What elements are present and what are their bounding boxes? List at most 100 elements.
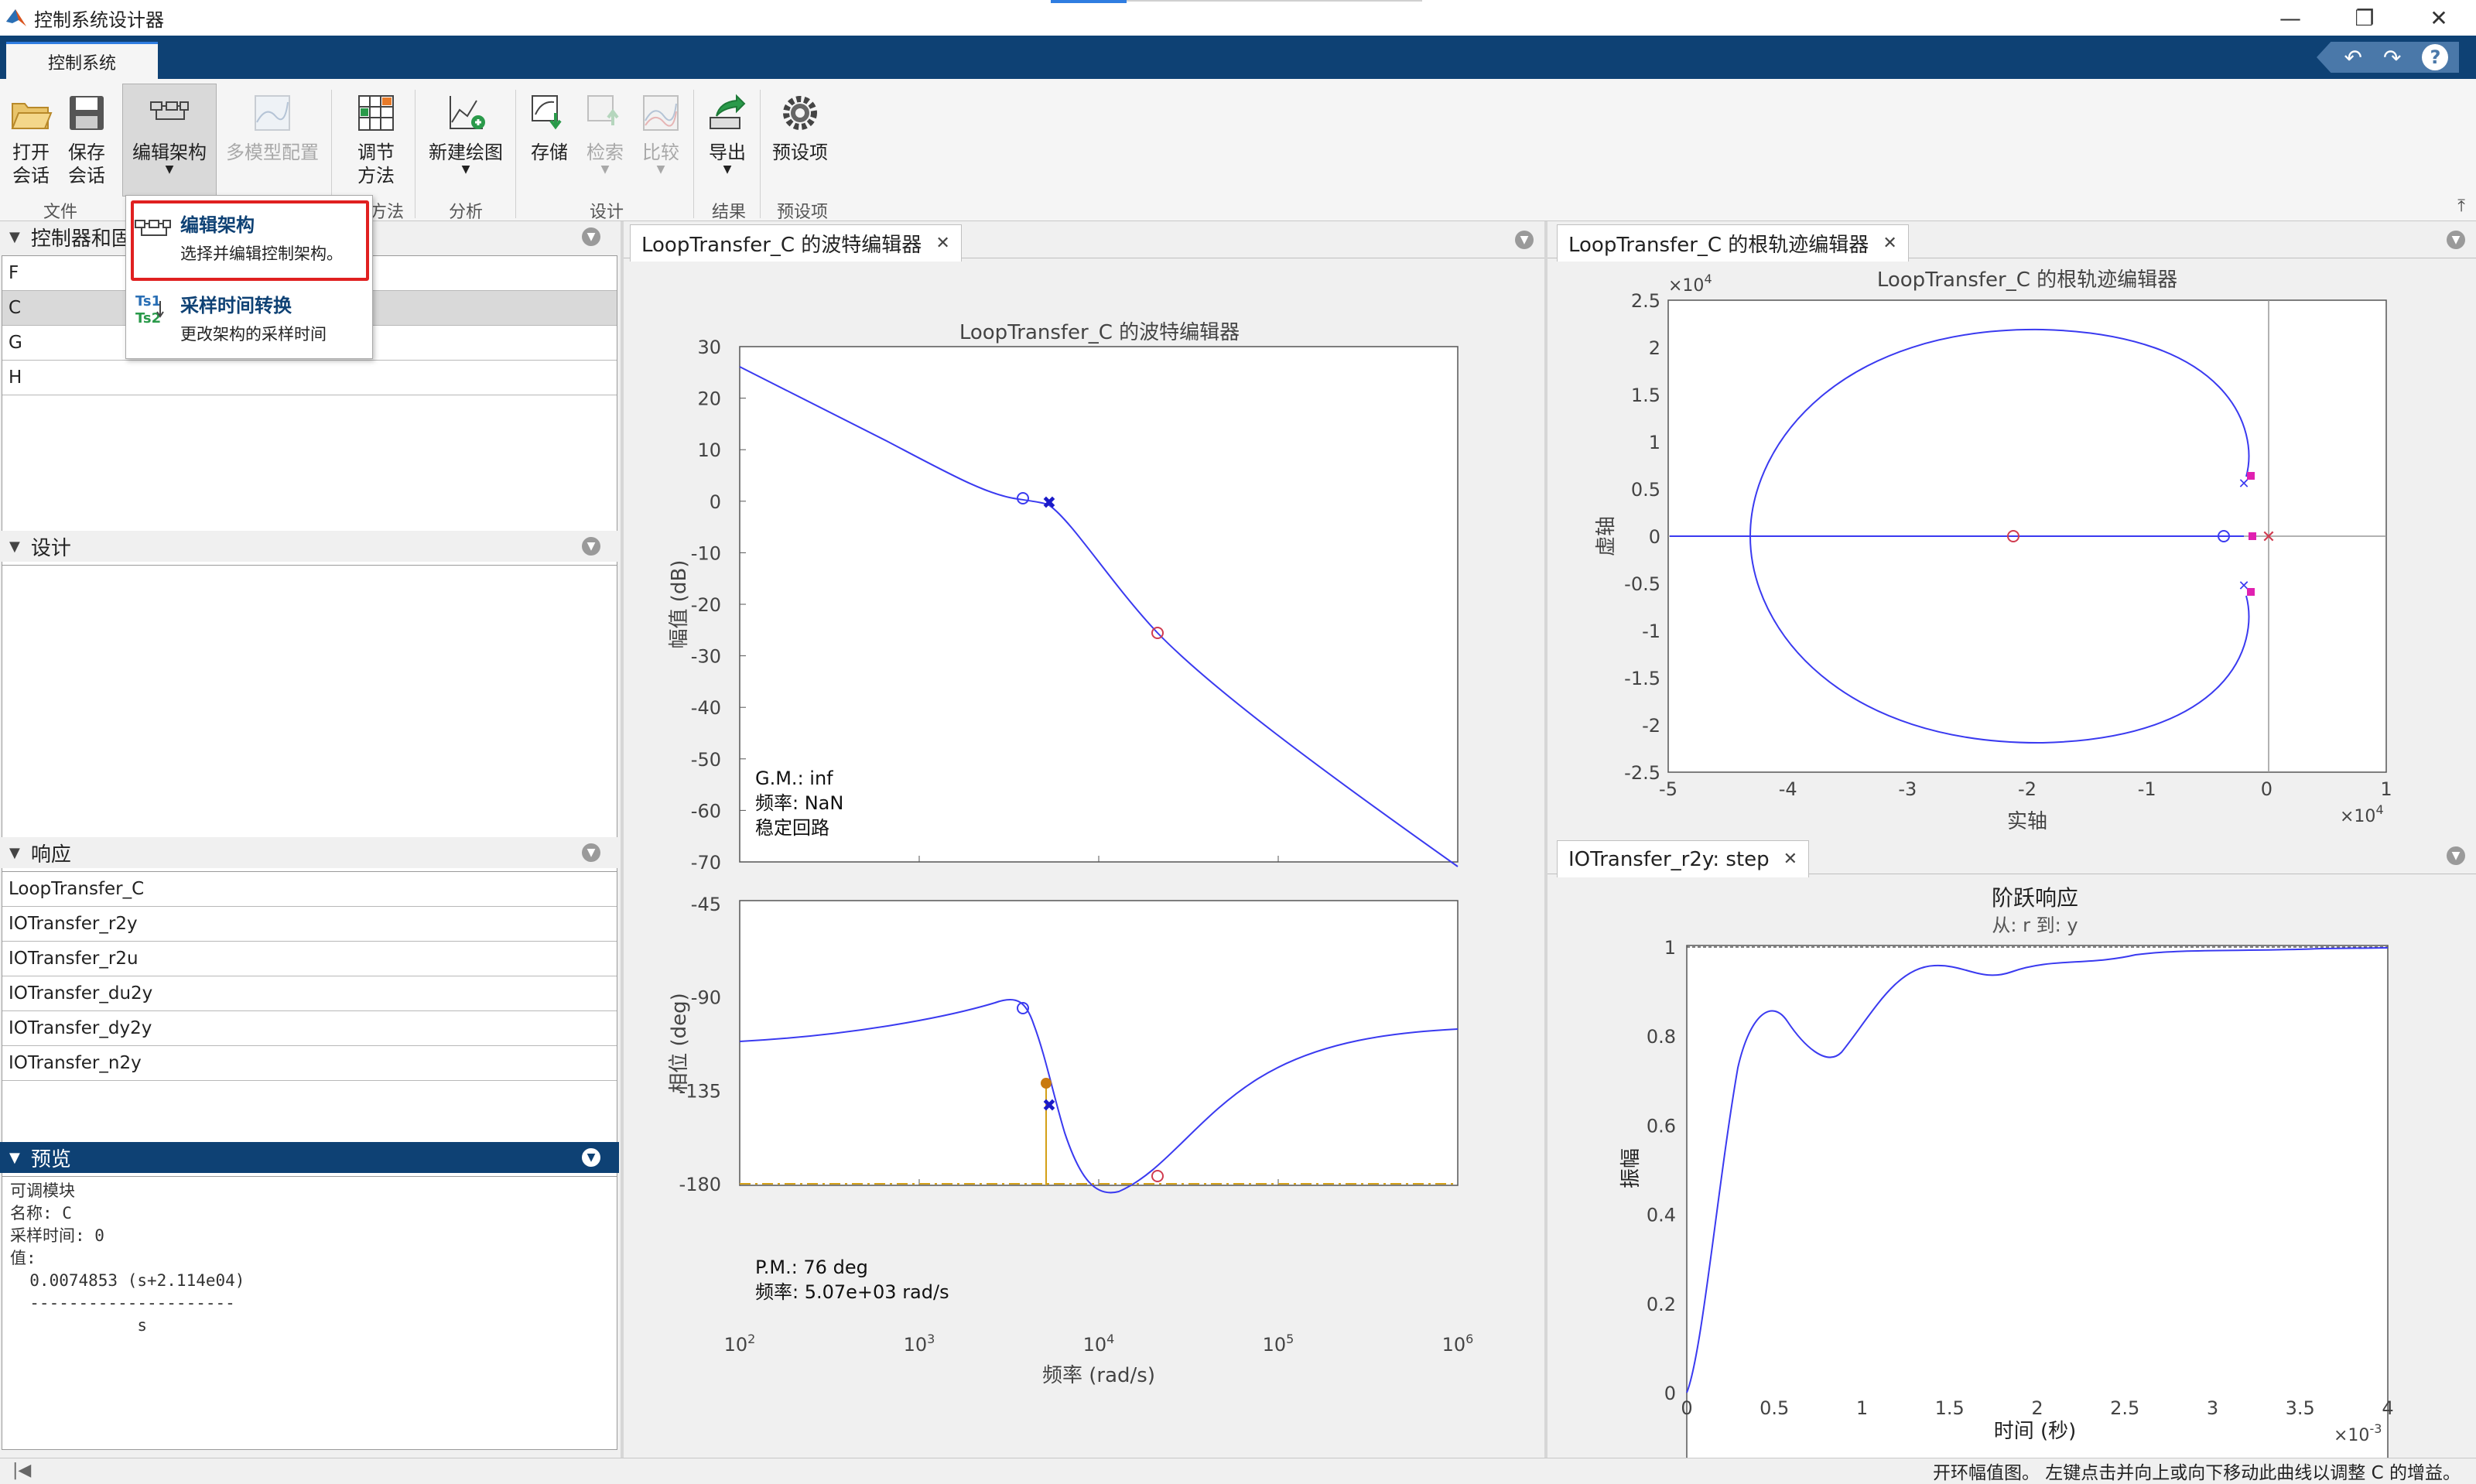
rlocus-y-tick: -1 <box>1642 621 1660 642</box>
restore-button[interactable]: ❐ <box>2355 5 2375 31</box>
list-item[interactable]: IOTransfer_dy2y <box>2 1011 617 1046</box>
new-plot-icon <box>450 96 485 129</box>
phase-curve[interactable] <box>739 999 1459 1194</box>
plant-zero[interactable] <box>2218 530 2230 542</box>
phase-margin-marker[interactable] <box>1041 1078 1052 1089</box>
close-icon[interactable]: ✕ <box>1883 234 1897 253</box>
preview-panel-header[interactable]: ▼ 预览 ▼ <box>0 1142 619 1173</box>
minimize-button[interactable]: — <box>2279 5 2301 31</box>
zero-marker-phase[interactable] <box>1017 1002 1029 1014</box>
dropdown-item-sample-time[interactable]: Ts1 Ts2 采样时间转换 更改架构的采样时间 <box>134 290 366 345</box>
phase-ticks: -45 -90 -135 -180 <box>679 894 721 1195</box>
zero-marker-mag[interactable] <box>1017 492 1029 504</box>
new-plot-button[interactable]: 新建绘图 ▼ <box>426 91 506 175</box>
undo-icon[interactable]: ↶ <box>2344 44 2362 70</box>
locus-circle-branch[interactable] <box>1749 328 2250 744</box>
status-message: 开环幅值图。 左键点击并向上或向下移动此曲线以调整 C 的增益。 <box>1933 1462 2461 1483</box>
preferences-button[interactable]: 预设项 <box>769 91 831 164</box>
doc-menu-icon[interactable]: ▼ <box>1515 231 1534 249</box>
new-plot-label: 新建绘图 <box>429 142 503 163</box>
tab-step-response[interactable]: IOTransfer_r2y: step ✕ <box>1557 840 1810 877</box>
close-button[interactable]: ✕ <box>2430 5 2448 31</box>
collapse-triangle-icon[interactable]: ▼ <box>9 1149 20 1166</box>
close-icon[interactable]: ✕ <box>1783 850 1798 869</box>
save-disk-icon <box>70 96 104 130</box>
compensator-zero-phase[interactable] <box>1151 1170 1164 1182</box>
step-x-tick: 0 <box>1681 1397 1692 1419</box>
tab-rlocus-label: LoopTransfer_C 的根轨迹编辑器 <box>1568 234 1869 257</box>
dropdown-item-edit-architecture[interactable]: 编辑架构 选择并编辑控制架构。 <box>134 210 366 265</box>
export-button[interactable]: 导出 ▼ <box>703 91 752 175</box>
closed-loop-pole[interactable] <box>2249 532 2256 540</box>
step-ticks: 0 0.5 1 1.5 2 2.5 3 3.5 4 1 0.8 0.6 0.4 0.2 0 <box>1647 937 2394 1419</box>
list-item[interactable]: LoopTransfer_C <box>2 872 617 907</box>
root-locus-plot[interactable]: LoopTransfer_C 的根轨迹编辑器 -5 -4 -3 -2 -1 0 1 2.5 2 1… <box>1548 258 2476 836</box>
plant-pole-lower[interactable]: ✕ <box>2238 578 2249 594</box>
dropdown-item-desc: 更改架构的采样时间 <box>180 325 327 344</box>
collapse-triangle-icon[interactable]: ▼ <box>9 228 20 245</box>
rlocus-y-tick: -0.5 <box>1624 573 1660 595</box>
magnitude-curve[interactable] <box>739 366 1459 867</box>
tab-control-system[interactable]: 控制系统 <box>6 42 158 79</box>
save-session-button[interactable]: 保存 会话 <box>65 91 108 187</box>
edit-architecture-button[interactable]: 编辑架构 ▼ <box>128 91 210 175</box>
preview-line: s <box>10 1316 148 1335</box>
step-x-tick: 3.5 <box>2286 1397 2315 1419</box>
step-y-tick: 0.4 <box>1647 1205 1676 1226</box>
pole-marker-mag[interactable]: ✖ <box>1042 494 1056 513</box>
pane-splitter[interactable] <box>621 221 624 1458</box>
matlab-logo-icon <box>6 9 26 26</box>
open-session-button[interactable]: 打开 会话 <box>9 91 53 187</box>
collapse-triangle-icon[interactable]: ▼ <box>9 538 20 555</box>
pane-splitter[interactable] <box>1544 221 1548 1458</box>
compensator-zero[interactable] <box>2007 530 2019 542</box>
tab-rlocus-editor[interactable]: LoopTransfer_C 的根轨迹编辑器 ✕ <box>1557 224 1909 262</box>
list-item[interactable]: IOTransfer_r2u <box>2 942 617 976</box>
redo-icon[interactable]: ↷ <box>2382 44 2402 70</box>
step-response-plot[interactable]: 阶跃响应 从: r 到: y 0 0.5 1 1.5 2 2.5 3 3.5 410.80.60… <box>1548 874 2476 1458</box>
magnitude-tick-label: -20 <box>691 594 721 616</box>
phase-axes[interactable] <box>739 900 1459 1186</box>
closed-loop-pole[interactable] <box>2247 472 2255 480</box>
magnitude-axes[interactable] <box>739 346 1459 863</box>
responses-panel-header[interactable]: ▼ 响应 ▼ <box>0 837 619 868</box>
panel-menu-icon[interactable]: ▼ <box>582 1148 600 1167</box>
step-curve[interactable] <box>1686 947 2389 1393</box>
chevron-down-icon: ▼ <box>461 163 470 176</box>
panel-menu-icon[interactable]: ▼ <box>582 843 600 862</box>
bode-xlabel: 频率 (rad/s) <box>1042 1364 1155 1387</box>
doc-menu-icon[interactable]: ▼ <box>2447 231 2465 249</box>
preview-line: 可调模块 <box>10 1181 75 1200</box>
store-design-icon <box>532 95 562 130</box>
compensator-zero-mag[interactable] <box>1151 627 1164 639</box>
step-x-tick: 4 <box>2382 1397 2393 1419</box>
list-item[interactable]: H <box>2 361 617 395</box>
store-button[interactable]: 存储 <box>526 91 573 164</box>
list-item[interactable]: IOTransfer_n2y <box>2 1046 617 1081</box>
tab-bode-editor[interactable]: LoopTransfer_C 的波特编辑器 ✕ <box>630 224 962 262</box>
rlocus-y-exponent: ×104 <box>1668 272 1712 296</box>
multimodel-config-button[interactable]: 多模型配置 <box>224 91 320 164</box>
bode-plot[interactable]: LoopTransfer_C 的波特编辑器 30 20 10 0 -10 -20 -30 -4… <box>624 258 1544 1458</box>
closed-loop-pole[interactable] <box>2247 588 2255 596</box>
list-item[interactable]: G <box>2 326 617 361</box>
collapse-triangle-icon[interactable]: ▼ <box>9 844 20 861</box>
tuning-methods-button[interactable]: 调节 方法 <box>345 91 407 187</box>
design-panel-header[interactable]: ▼ 设计 ▼ <box>0 531 619 562</box>
compare-button[interactable]: 比较 ▼ <box>638 91 684 175</box>
retrieve-button[interactable]: 检索 ▼ <box>582 91 628 175</box>
compensator-pole[interactable]: ✕ <box>2262 528 2276 547</box>
doc-menu-icon[interactable]: ▼ <box>2447 846 2465 865</box>
list-item[interactable]: IOTransfer_du2y <box>2 976 617 1011</box>
close-icon[interactable]: ✕ <box>935 234 950 253</box>
panel-menu-icon[interactable]: ▼ <box>582 227 600 246</box>
help-icon[interactable]: ? <box>2422 44 2449 70</box>
toolstrip <box>0 79 2476 221</box>
plant-pole-upper[interactable]: ✕ <box>2238 476 2249 492</box>
list-item[interactable]: IOTransfer_r2y <box>2 907 617 942</box>
panel-menu-icon[interactable]: ▼ <box>582 537 600 556</box>
collapse-toolstrip-icon[interactable]: ⤒ <box>2457 197 2465 216</box>
status-collapse-icon[interactable]: |◀ <box>12 1461 32 1480</box>
pole-marker-phase[interactable]: ✖ <box>1042 1096 1056 1116</box>
step-axes[interactable] <box>1686 945 2389 1458</box>
